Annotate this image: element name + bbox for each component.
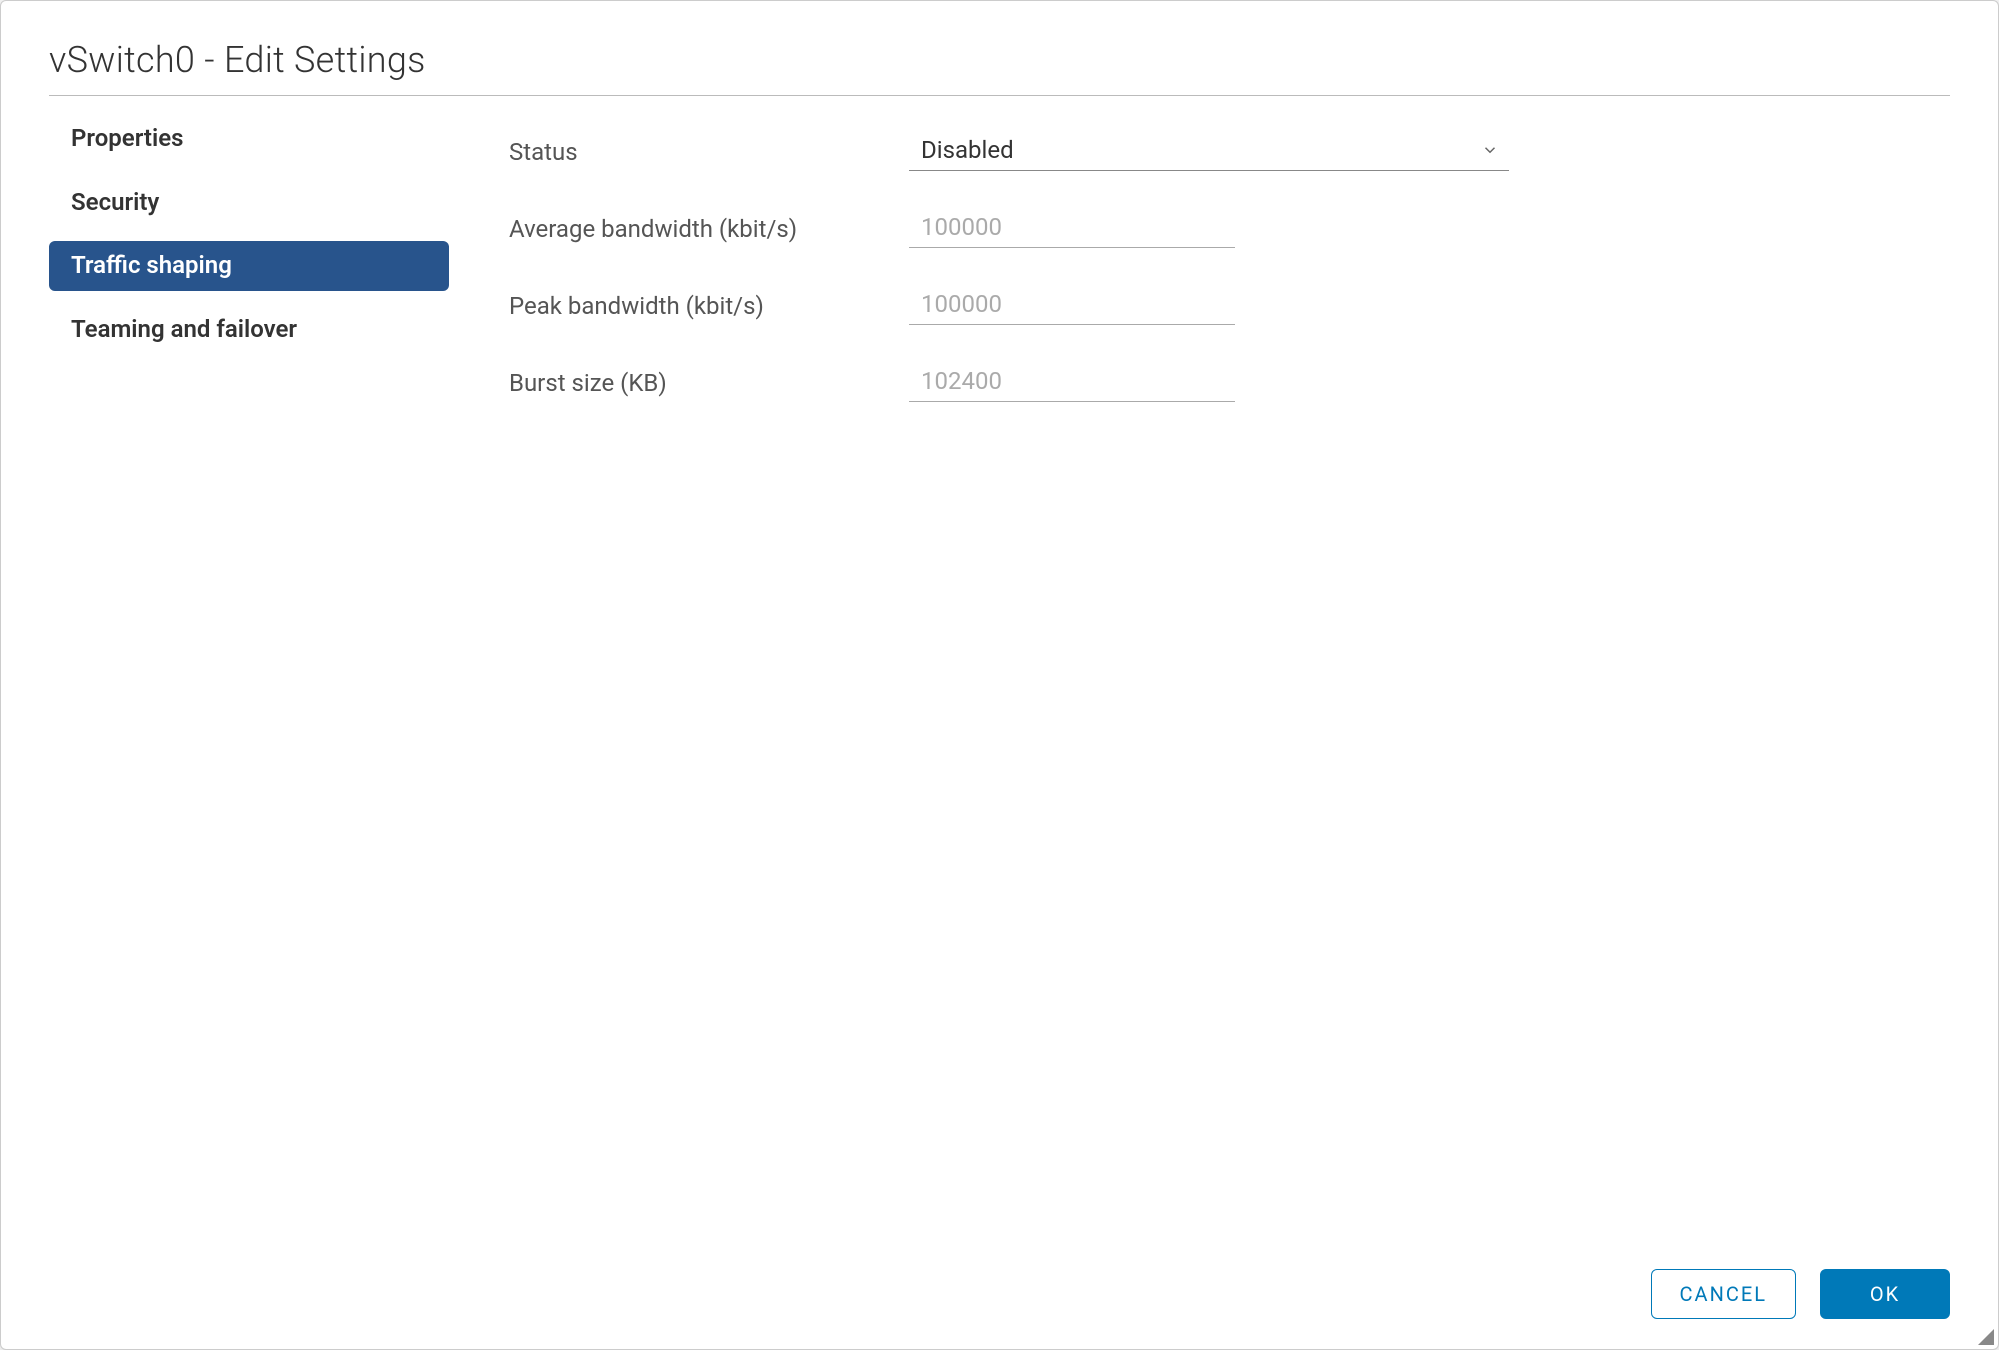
status-value: Disabled <box>921 136 1014 164</box>
sidebar-item-traffic-shaping[interactable]: Traffic shaping <box>49 241 449 291</box>
peak-bandwidth-input-wrap <box>909 286 1235 325</box>
edit-settings-dialog: vSwitch0 - Edit Settings Properties Secu… <box>0 0 1999 1350</box>
dialog-footer: CANCEL OK <box>49 1249 1950 1319</box>
burst-size-label: Burst size (KB) <box>509 369 909 397</box>
sidebar-item-teaming-failover[interactable]: Teaming and failover <box>49 305 449 355</box>
avg-bandwidth-input[interactable] <box>909 209 1235 247</box>
peak-bandwidth-label: Peak bandwidth (kbit/s) <box>509 292 909 320</box>
dialog-title: vSwitch0 - Edit Settings <box>49 39 1950 81</box>
peak-bandwidth-row: Peak bandwidth (kbit/s) <box>509 286 1950 325</box>
burst-size-input-wrap <box>909 363 1235 402</box>
cancel-button[interactable]: CANCEL <box>1651 1269 1797 1319</box>
dialog-content: Properties Security Traffic shaping Team… <box>49 114 1950 1249</box>
title-divider <box>49 95 1950 96</box>
chevron-down-icon <box>1481 141 1499 159</box>
burst-size-row: Burst size (KB) <box>509 363 1950 402</box>
form-panel: Status Disabled Average bandwidth (kbit/… <box>449 114 1950 1249</box>
burst-size-input[interactable] <box>909 363 1235 401</box>
avg-bandwidth-label: Average bandwidth (kbit/s) <box>509 215 909 243</box>
avg-bandwidth-input-wrap <box>909 209 1235 248</box>
resize-handle-icon[interactable] <box>1978 1329 1994 1345</box>
ok-button[interactable]: OK <box>1820 1269 1950 1319</box>
status-label: Status <box>509 138 909 166</box>
sidebar-item-security[interactable]: Security <box>49 178 449 228</box>
peak-bandwidth-input[interactable] <box>909 286 1235 324</box>
status-row: Status Disabled <box>509 132 1950 171</box>
sidebar-item-properties[interactable]: Properties <box>49 114 449 164</box>
avg-bandwidth-row: Average bandwidth (kbit/s) <box>509 209 1950 248</box>
status-select[interactable]: Disabled <box>909 132 1509 171</box>
sidebar: Properties Security Traffic shaping Team… <box>49 114 449 1249</box>
